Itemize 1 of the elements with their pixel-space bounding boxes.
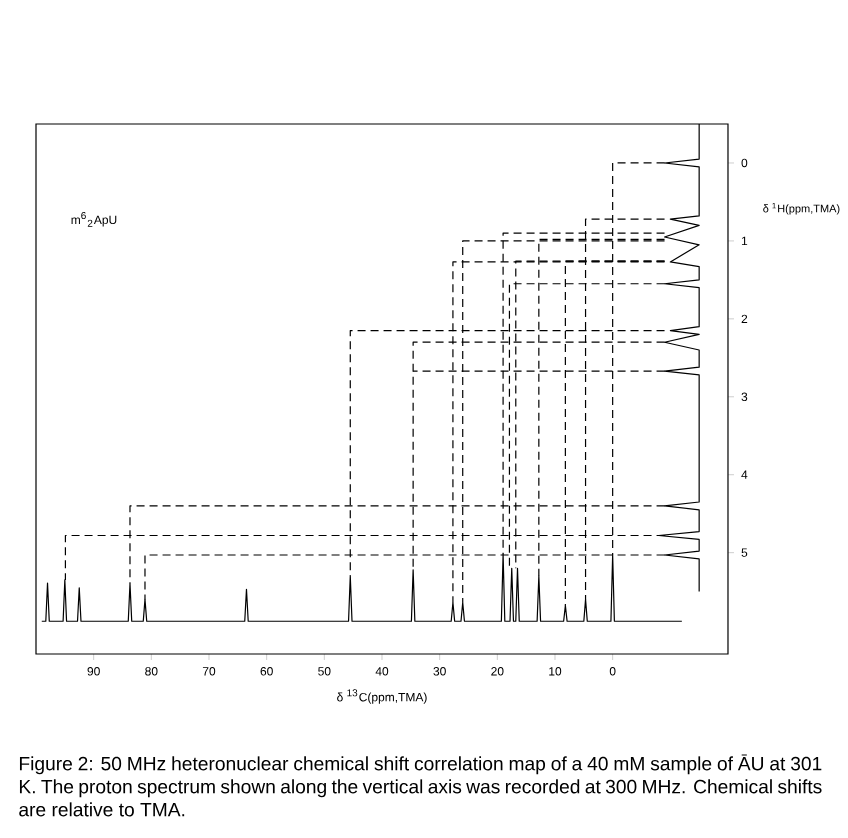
caption: Figure 2: 50 MHz heteronuclear chemical shift correlation map of a 40 mM sample of ĀU at 301 K. The proton spectrum shown along the vertical axis was recorded at 300 MHz. Chemical shifts are relative to TMA. [19, 754, 822, 817]
